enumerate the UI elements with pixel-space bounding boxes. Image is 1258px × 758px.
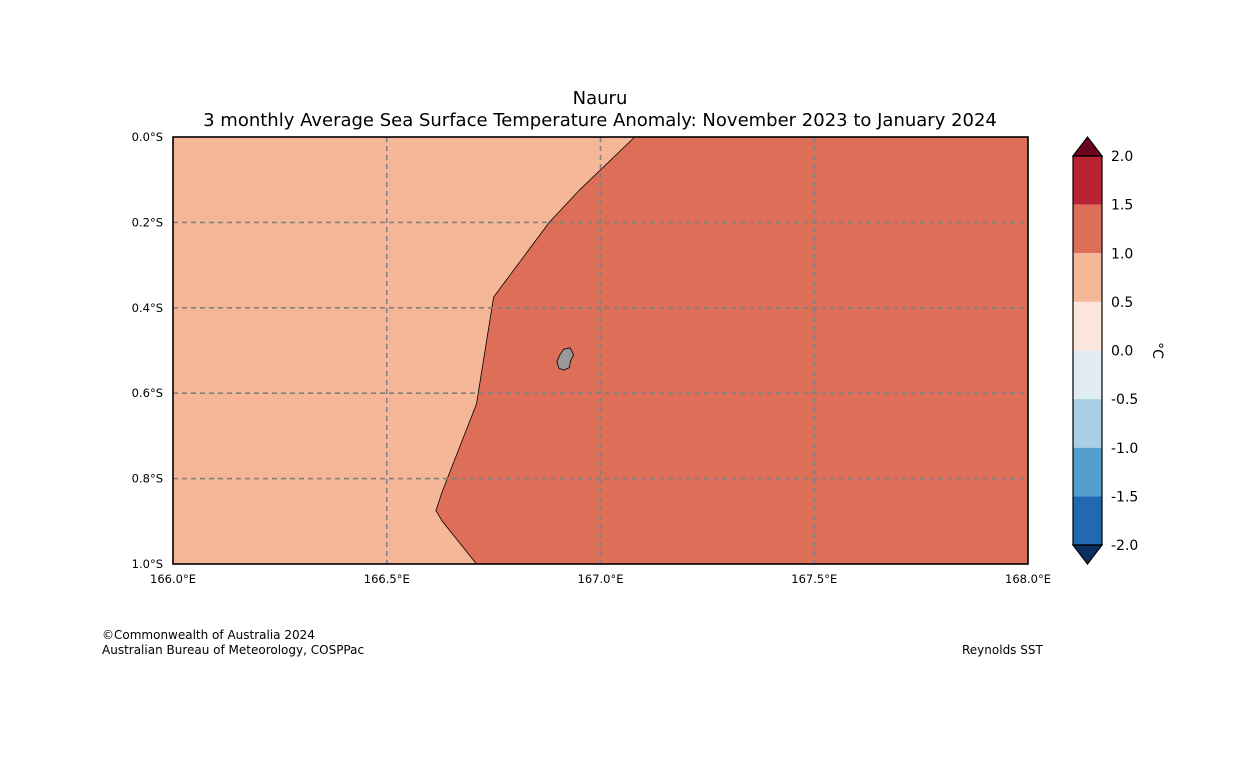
data-source-text: Reynolds SST [962, 643, 1043, 657]
colorbar-tick-label: 0.5 [1111, 295, 1133, 311]
latitude-tick-label: 0.8°S [132, 472, 163, 486]
colorbar-bin [1073, 204, 1102, 254]
map-title: Nauru [572, 88, 628, 109]
colorbar-tick-label: 1.5 [1111, 198, 1133, 214]
latitude-tick-label: 1.0°S [132, 557, 163, 571]
latitude-tick-label: 0.0°S [132, 130, 163, 144]
colorbar-frame [1072, 155, 1103, 546]
longitude-tick-label: 168.0°E [1005, 572, 1051, 586]
colorbar-under-arrow [1071, 544, 1104, 565]
nauru-island [556, 347, 574, 371]
colorbar-unit-label: °C [1149, 342, 1165, 359]
map-frame [172, 136, 1029, 565]
longitude-tick-label: 166.0°E [150, 572, 196, 586]
anomaly-contour-line [435, 136, 635, 565]
colorbar-bin [1073, 253, 1102, 302]
latitude-tick-label: 0.2°S [132, 215, 163, 229]
colorbar-tick-label: -1.5 [1111, 489, 1138, 505]
colorbar-bin [1073, 447, 1102, 497]
colorbar-bin [1073, 350, 1102, 400]
credits-left: ©Commonwealth of Australia 2024 Australi… [102, 628, 364, 658]
region-high-anomaly [435, 137, 1028, 564]
colorbar-bin [1073, 301, 1102, 351]
colorbar-tick-label: -1.0 [1111, 441, 1138, 457]
map-subtitle: 3 monthly Average Sea Surface Temperatur… [203, 110, 997, 131]
colorbar: 2.0 1.5 1.0 0.5 0.0 -0.5 -1.0 -1.5 -2.0 °C [1071, 136, 1165, 565]
latitude-tick-label: 0.4°S [132, 301, 163, 315]
colorbar-tick-label: -2.0 [1111, 538, 1138, 554]
latitude-tick-label: 0.6°S [132, 386, 163, 400]
colorbar-tick-label: 2.0 [1111, 149, 1133, 165]
colorbar-over-arrow [1071, 136, 1104, 157]
colorbar-bin [1073, 399, 1102, 448]
longitude-tick-label: 166.5°E [364, 572, 410, 586]
colorbar-tick-label: 1.0 [1111, 246, 1133, 262]
colorbar-bin [1073, 496, 1102, 545]
colorbar-tick-label: 0.0 [1111, 344, 1133, 360]
longitude-tick-label: 167.0°E [578, 572, 624, 586]
colorbar-bin [1073, 156, 1102, 205]
colorbar-tick-label: -0.5 [1111, 392, 1138, 408]
map-area: 166.0°E 166.5°E 167.0°E 167.5°E 168.0°E 0.0°S… [132, 130, 1051, 586]
agency-text: Australian Bureau of Meteorology, COSPPa… [102, 643, 365, 657]
copyright-text: ©Commonwealth of Australia 2024 [102, 628, 315, 642]
longitude-tick-label: 167.5°E [791, 572, 837, 586]
